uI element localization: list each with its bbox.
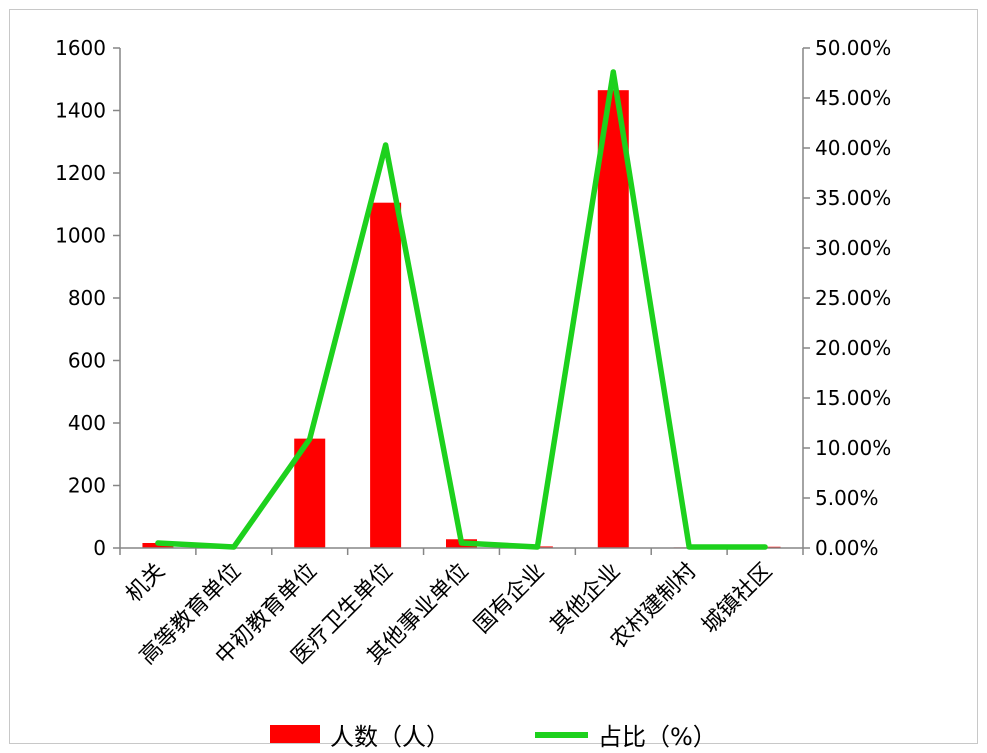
bar-6 bbox=[597, 90, 629, 548]
left-tick-label: 200 bbox=[68, 474, 106, 498]
category-labels: 机关高等教育单位中初教育单位医疗卫生单位其他事业单位国有企业其他企业农村建制村城… bbox=[121, 559, 777, 670]
left-tick-label: 400 bbox=[68, 411, 106, 435]
legend-label-bar: 人数（人） bbox=[330, 723, 450, 751]
axes bbox=[113, 47, 810, 555]
line-point-6 bbox=[610, 69, 616, 75]
line-point-2 bbox=[307, 436, 313, 442]
right-tick-label: 10.00% bbox=[815, 436, 891, 460]
line-point-8 bbox=[762, 544, 768, 550]
left-tick-label: 1400 bbox=[55, 99, 106, 123]
right-tick-label: 0.00% bbox=[815, 536, 879, 560]
right-tick-label: 45.00% bbox=[815, 86, 891, 110]
left-tick-label: 1200 bbox=[55, 161, 106, 185]
right-tick-label: 5.00% bbox=[815, 486, 879, 510]
right-tick-label: 50.00% bbox=[815, 36, 891, 60]
category-label: 国有企业 bbox=[470, 559, 550, 639]
line-point-3 bbox=[383, 142, 389, 148]
bar-series bbox=[142, 90, 781, 548]
right-tick-label: 25.00% bbox=[815, 286, 891, 310]
line-point-5 bbox=[534, 544, 540, 550]
percentage-line bbox=[155, 69, 768, 550]
right-tick-label: 35.00% bbox=[815, 186, 891, 210]
left-axis-ticks: 0 200 400 600 800 1000 1200 1400 1600 bbox=[55, 36, 106, 560]
left-tick-label: 1000 bbox=[55, 224, 106, 248]
right-tick-label: 40.00% bbox=[815, 136, 891, 160]
left-tick-label: 1600 bbox=[55, 36, 106, 60]
left-tick-label: 0 bbox=[93, 536, 106, 560]
category-label: 其他企业 bbox=[546, 559, 626, 639]
right-axis-ticks: 0.00% 5.00% 10.00% 15.00% 20.00% 25.00% 30.00%… bbox=[815, 36, 891, 560]
chart-frame bbox=[9, 9, 978, 744]
legend-swatch-bar bbox=[270, 725, 320, 743]
left-tick-label: 600 bbox=[68, 349, 106, 373]
line-point-0 bbox=[155, 540, 161, 546]
category-label: 机关 bbox=[121, 559, 170, 608]
right-tick-label: 30.00% bbox=[815, 236, 891, 260]
line-series bbox=[155, 69, 768, 550]
bar-3 bbox=[370, 202, 402, 548]
line-point-1 bbox=[231, 544, 237, 550]
left-tick-label: 800 bbox=[68, 286, 106, 310]
right-tick-label: 15.00% bbox=[815, 386, 891, 410]
right-tick-label: 20.00% bbox=[815, 336, 891, 360]
line-point-7 bbox=[686, 544, 692, 550]
category-label: 城镇社区 bbox=[697, 559, 777, 639]
legend: 人数（人） 占比（%） bbox=[270, 723, 717, 751]
line-point-4 bbox=[459, 540, 464, 546]
legend-label-line: 占比（%） bbox=[598, 723, 717, 751]
